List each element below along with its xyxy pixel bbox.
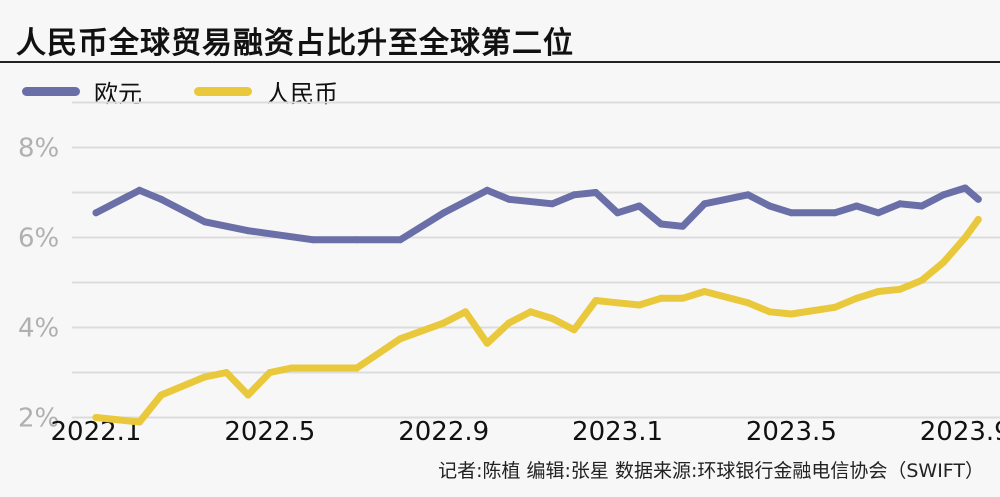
- data-point: [853, 202, 861, 210]
- data-point: [570, 191, 578, 199]
- data-point: [440, 209, 448, 217]
- data-point: [440, 319, 448, 327]
- data-point: [592, 297, 600, 304]
- data-point: [135, 186, 143, 194]
- x-tick-label: 2023.1: [572, 417, 663, 447]
- data-point: [874, 288, 882, 295]
- data-point: [700, 200, 708, 208]
- page-title: 人民币全球贸易融资占比升至全球第二位: [16, 26, 574, 61]
- x-tick-label: 2022.9: [398, 417, 489, 447]
- y-tick-label: 4%: [18, 314, 59, 344]
- data-point: [679, 222, 687, 230]
- data-point: [505, 195, 513, 203]
- data-point: [635, 202, 643, 210]
- data-point: [570, 326, 578, 334]
- data-point: [548, 315, 556, 322]
- data-point: [483, 339, 491, 347]
- series-line-0: [92, 184, 982, 244]
- data-point: [787, 209, 795, 217]
- data-point: [657, 294, 665, 302]
- data-point: [201, 373, 209, 381]
- data-point: [222, 369, 230, 376]
- data-point: [353, 236, 361, 244]
- data-point: [614, 209, 622, 217]
- data-point: [592, 189, 600, 196]
- data-point: [700, 288, 708, 295]
- data-point: [766, 308, 774, 316]
- data-point: [201, 218, 209, 226]
- data-point: [635, 301, 643, 309]
- data-point: [940, 258, 947, 266]
- legend-line-euro: [22, 87, 80, 96]
- data-point: [396, 236, 404, 244]
- data-point: [853, 294, 861, 302]
- data-point: [831, 209, 839, 217]
- data-point: [157, 195, 165, 203]
- data-point: [483, 186, 491, 194]
- series-line-1: [92, 216, 982, 426]
- data-point: [974, 216, 982, 223]
- data-point: [918, 202, 926, 210]
- data-point: [309, 236, 317, 244]
- data-point: [461, 308, 469, 316]
- data-point: [548, 200, 556, 208]
- data-point: [831, 303, 839, 311]
- data-point: [657, 220, 665, 228]
- data-point: [918, 276, 926, 284]
- data-point: [244, 227, 252, 235]
- data-point: [505, 319, 513, 327]
- data-point: [353, 364, 361, 372]
- y-tick-label: 8%: [18, 134, 59, 164]
- data-point: [896, 200, 904, 208]
- source-credit: 记者:陈植 编辑:张星 数据来源:环球银行金融电信协会（SWIFT）: [438, 460, 984, 482]
- data-point: [896, 285, 904, 293]
- data-point: [961, 234, 969, 241]
- x-tick-label: 2023.9: [920, 417, 1000, 447]
- data-point: [157, 391, 165, 399]
- data-point: [396, 335, 404, 343]
- data-point: [309, 364, 317, 372]
- legend-line-rmb: [194, 87, 252, 96]
- data-point: [92, 414, 100, 421]
- data-point: [135, 418, 143, 426]
- x-tick-label: 2023.5: [746, 417, 837, 447]
- data-point: [874, 209, 882, 217]
- data-point: [744, 299, 752, 307]
- data-point: [92, 209, 100, 217]
- data-point: [679, 294, 687, 302]
- data-point: [266, 369, 274, 376]
- data-point: [940, 191, 947, 199]
- data-point: [974, 195, 982, 203]
- data-point: [288, 364, 296, 372]
- data-point: [744, 191, 752, 199]
- x-tick-label: 2022.5: [224, 417, 315, 447]
- title-divider: [0, 61, 1000, 63]
- data-point: [244, 391, 252, 399]
- y-tick-label: 2%: [18, 404, 59, 434]
- data-point: [614, 299, 622, 307]
- data-point: [961, 184, 969, 192]
- y-tick-label: 6%: [18, 224, 59, 254]
- data-point: [527, 308, 535, 316]
- data-point: [766, 202, 774, 210]
- data-point: [787, 310, 795, 318]
